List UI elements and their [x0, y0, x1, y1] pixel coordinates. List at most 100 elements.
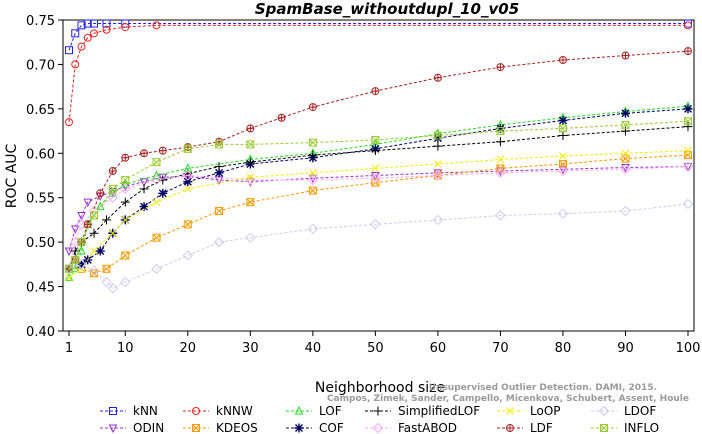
- plot-frame: [62, 19, 695, 332]
- legend-label-lof: LOF: [319, 404, 342, 418]
- series-line-simplifiedlof: [68, 126, 689, 269]
- legend-label-ldof: LDOF: [624, 404, 656, 418]
- legend: kNN ODIN kNNW KDEOS LOF COF SimplifiedLOF FastA…: [100, 404, 659, 434]
- x-tick-label: 90: [617, 341, 634, 356]
- legend-marker-loop: [506, 407, 514, 415]
- data-point-simplifiedlof: [433, 141, 443, 151]
- data-point-ldf: [621, 51, 630, 60]
- data-point-ldf: [83, 220, 92, 229]
- data-point-loop: [621, 149, 630, 158]
- legend-marker-odin: [108, 424, 118, 434]
- data-point-inflo: [684, 117, 692, 126]
- data-point-loop: [246, 173, 255, 182]
- data-point-loop: [90, 247, 98, 255]
- legend-label-knnw: kNNW: [216, 404, 253, 418]
- data-point-knnw: [152, 21, 161, 30]
- data-point-ldf: [277, 113, 286, 122]
- data-point-knnw: [684, 21, 692, 30]
- data-point-simplifiedlof: [558, 131, 568, 141]
- data-point-odin: [70, 225, 80, 234]
- data-point-knn: [83, 19, 92, 28]
- data-point-simplifiedlof: [495, 137, 505, 147]
- series-inflo: [65, 117, 692, 273]
- x-tick-label: 100: [676, 341, 701, 356]
- data-point-ldf: [158, 146, 167, 155]
- x-tick-label: 50: [367, 341, 384, 356]
- data-point-kdeos: [215, 207, 224, 216]
- series-cof: [64, 104, 693, 274]
- legend-item-simplifiedlof: SimplifiedLOF: [365, 404, 480, 418]
- data-point-simplifiedlof: [370, 146, 380, 156]
- data-point-inflo: [496, 127, 505, 136]
- x-tick-label: 60: [430, 341, 447, 356]
- legend-label-cof: COF: [319, 421, 344, 434]
- x-tick-label: 1: [65, 341, 73, 356]
- data-point-ldof: [107, 283, 118, 294]
- data-point-fastabod: [307, 174, 319, 186]
- data-point-ldof: [620, 205, 631, 217]
- data-point-loop: [183, 184, 192, 193]
- data-point-inflo: [183, 144, 192, 153]
- data-point-simplifiedlof: [120, 197, 130, 207]
- series-lof: [64, 101, 693, 282]
- data-point-loop: [65, 273, 73, 282]
- data-point-inflo: [215, 140, 224, 149]
- data-point-inflo: [558, 124, 567, 133]
- data-point-loop: [684, 146, 692, 155]
- data-point-ldf: [684, 47, 692, 56]
- data-point-ldof: [370, 219, 381, 230]
- data-point-kdeos: [558, 159, 567, 168]
- data-point-simplifiedlof: [102, 215, 112, 225]
- data-point-loop: [121, 216, 130, 224]
- data-point-cof: [433, 133, 443, 143]
- data-point-knnw: [90, 29, 99, 38]
- y-tick-label: 0.55: [26, 192, 55, 207]
- x-tick-label: 80: [555, 341, 572, 356]
- legend-item-lof: LOF: [286, 404, 342, 418]
- data-point-knnw: [77, 42, 86, 51]
- x-tick-label: 30: [242, 341, 259, 356]
- data-point-cof: [139, 202, 149, 212]
- data-point-loop: [308, 168, 317, 177]
- legend-label-odin: ODIN: [133, 421, 164, 434]
- data-point-cof: [214, 168, 224, 178]
- data-point-loop: [371, 164, 380, 173]
- data-point-lof: [152, 170, 161, 179]
- data-point-ldof: [432, 214, 444, 226]
- x-tick-label: 70: [492, 341, 509, 356]
- data-point-inflo: [65, 264, 73, 273]
- data-point-inflo: [433, 131, 442, 140]
- data-point-ldof: [307, 223, 319, 235]
- legend-label-inflo: INFLO: [624, 421, 659, 434]
- data-point-knnw: [65, 118, 73, 127]
- data-point-loop: [496, 155, 505, 164]
- series-line-inflo: [68, 120, 689, 270]
- legend-marker-lof: [294, 405, 304, 415]
- data-point-cof: [620, 108, 630, 118]
- x-tick-label: 20: [180, 341, 197, 356]
- series-line-loop: [68, 150, 689, 279]
- legend-item-fastabod: FastABOD: [365, 421, 457, 434]
- y-axis-title: ROC AUC: [4, 143, 20, 208]
- data-point-fastabod: [151, 174, 162, 186]
- data-point-ldof: [120, 276, 131, 288]
- legend-label-loop: LoOP: [530, 404, 561, 418]
- legend-item-knn: kNN: [100, 404, 158, 418]
- data-point-kdeos: [102, 264, 111, 273]
- chart-title: SpamBase_withoutdupl_10_v05: [255, 0, 519, 18]
- data-point-fastabod: [620, 164, 631, 175]
- data-point-lof: [64, 272, 74, 282]
- plot-area: 1 10 20 30 40 50 60 70 80 90 100 0.40 0.45 0.50 0.55 0.…: [26, 14, 700, 356]
- data-point-lof: [77, 245, 86, 255]
- data-point-cof: [95, 246, 105, 256]
- series-line-ldof: [68, 203, 689, 289]
- data-point-ldof: [495, 210, 506, 221]
- data-point-inflo: [621, 120, 630, 129]
- data-point-loop: [434, 160, 442, 168]
- series-ldof: [63, 198, 694, 294]
- data-point-inflo: [71, 255, 80, 264]
- legend-item-ldof: LDOF: [591, 404, 656, 418]
- x-axis-title: Neighborhood size: [315, 380, 445, 396]
- series-loop: [65, 146, 692, 282]
- data-point-knn: [77, 21, 86, 30]
